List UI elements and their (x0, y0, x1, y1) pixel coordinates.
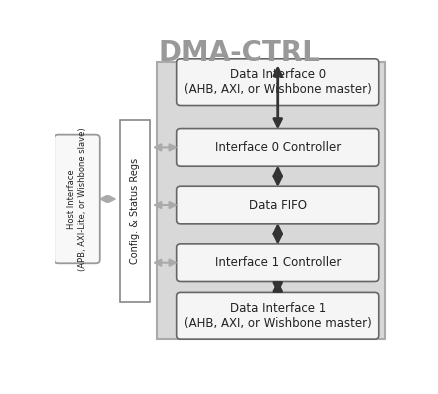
FancyBboxPatch shape (176, 292, 378, 339)
FancyBboxPatch shape (119, 120, 150, 302)
Text: Data FIFO: Data FIFO (248, 199, 306, 212)
Text: Host Interface
(APB, AXI-Lite, or Wishbone slave): Host Interface (APB, AXI-Lite, or Wishbo… (67, 127, 86, 271)
FancyBboxPatch shape (176, 128, 378, 166)
Text: Interface 1 Controller: Interface 1 Controller (214, 256, 340, 269)
FancyBboxPatch shape (176, 244, 378, 281)
FancyBboxPatch shape (176, 186, 378, 224)
Text: Config. & Status Regs: Config. & Status Regs (130, 158, 140, 264)
FancyBboxPatch shape (157, 62, 384, 338)
FancyBboxPatch shape (176, 59, 378, 106)
Text: Data Interface 0
(AHB, AXI, or Wishbone master): Data Interface 0 (AHB, AXI, or Wishbone … (184, 68, 371, 96)
Text: Data Interface 1
(AHB, AXI, or Wishbone master): Data Interface 1 (AHB, AXI, or Wishbone … (184, 302, 371, 330)
Text: Interface 0 Controller: Interface 0 Controller (214, 141, 340, 154)
FancyBboxPatch shape (54, 135, 99, 263)
Text: DMA-CTRL: DMA-CTRL (158, 39, 320, 67)
